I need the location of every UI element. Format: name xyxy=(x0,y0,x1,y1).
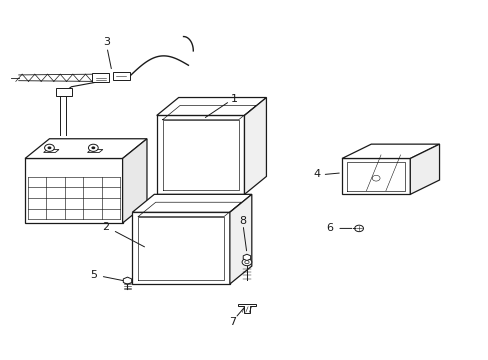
Text: 3: 3 xyxy=(103,37,110,47)
Text: 5: 5 xyxy=(90,270,97,280)
Text: 1: 1 xyxy=(231,94,238,104)
Text: 4: 4 xyxy=(312,168,320,179)
Polygon shape xyxy=(341,158,409,194)
Text: 2: 2 xyxy=(102,222,109,231)
Polygon shape xyxy=(132,212,229,284)
Text: 8: 8 xyxy=(239,216,246,226)
Text: 6: 6 xyxy=(325,224,333,233)
Polygon shape xyxy=(43,149,59,153)
Polygon shape xyxy=(238,304,255,313)
Circle shape xyxy=(244,261,248,264)
Polygon shape xyxy=(113,72,130,80)
Polygon shape xyxy=(132,194,251,212)
Polygon shape xyxy=(341,144,439,158)
Polygon shape xyxy=(243,254,250,261)
Polygon shape xyxy=(244,98,266,194)
Polygon shape xyxy=(87,149,102,153)
Circle shape xyxy=(242,258,251,266)
Circle shape xyxy=(44,144,54,152)
Polygon shape xyxy=(92,73,109,82)
Circle shape xyxy=(354,225,363,231)
Circle shape xyxy=(88,144,98,152)
Polygon shape xyxy=(229,194,251,284)
Polygon shape xyxy=(122,139,147,223)
Polygon shape xyxy=(25,158,122,223)
Polygon shape xyxy=(56,88,72,96)
Text: 7: 7 xyxy=(228,318,235,327)
Polygon shape xyxy=(157,116,244,194)
Polygon shape xyxy=(123,277,131,284)
Polygon shape xyxy=(25,139,147,158)
Circle shape xyxy=(91,147,95,149)
Polygon shape xyxy=(409,144,439,194)
Polygon shape xyxy=(157,98,266,116)
Circle shape xyxy=(47,147,51,149)
